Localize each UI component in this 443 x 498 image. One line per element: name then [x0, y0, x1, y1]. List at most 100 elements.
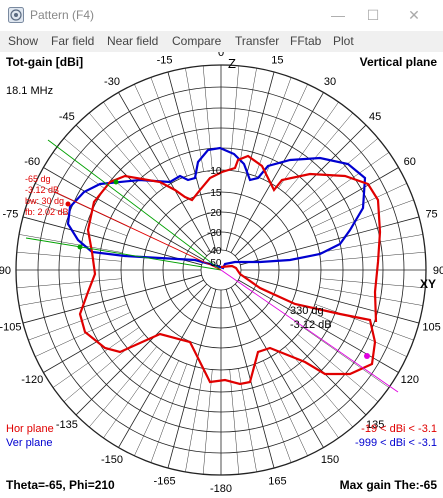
ring-label: -10	[207, 166, 222, 177]
marker-dot	[364, 353, 370, 359]
angle-label: -165	[154, 476, 176, 488]
menu-compare[interactable]: Compare	[172, 34, 222, 48]
maximize-button[interactable]: ☐	[360, 5, 386, 25]
marker-gain-text: -3.12 dB	[290, 319, 332, 331]
angle-label: 120	[401, 374, 419, 386]
angle-label: -30	[104, 76, 120, 88]
grid-spoke	[185, 68, 204, 172]
menu-fftab[interactable]: FFtab	[290, 34, 322, 48]
grid-spoke	[28, 303, 128, 341]
ver-plane-trace	[66, 146, 367, 270]
grid-spoke	[302, 152, 390, 213]
grid-spoke	[103, 101, 164, 189]
beam-angle-text: -65 dg	[25, 174, 51, 184]
polar-grid	[15, 64, 427, 476]
grid-spoke	[254, 363, 292, 463]
ring-label: -40	[207, 246, 222, 257]
grid-spoke	[19, 234, 123, 253]
grid-spoke	[238, 279, 399, 373]
ring-label: -30	[207, 228, 222, 239]
grid-spoke	[22, 216, 202, 266]
grid-spoke	[234, 124, 367, 257]
grid-spoke	[238, 68, 257, 172]
grid-spoke	[319, 234, 423, 253]
legend-hor-plane: Hor plane	[6, 423, 54, 435]
app-icon	[8, 7, 24, 23]
beam-edge-line-upper	[47, 139, 222, 271]
window-title: Pattern (F4)	[30, 8, 95, 22]
grid-spoke	[238, 167, 399, 261]
angle-label: 45	[369, 111, 381, 123]
legend-ver-plane: Ver plane	[6, 437, 52, 449]
grid-spoke	[28, 199, 128, 237]
grid-spoke	[75, 124, 208, 257]
grid-spoke	[22, 274, 202, 324]
grid-spoke	[167, 289, 217, 469]
grid-spoke	[238, 368, 257, 472]
grid-spoke	[103, 351, 164, 439]
ring-label: -15	[207, 188, 222, 199]
grid-spoke	[16, 278, 122, 289]
minimize-button[interactable]: —	[325, 5, 351, 25]
max-gain-label: Max gain The:-65	[340, 478, 438, 492]
maximize-icon: ☐	[366, 7, 380, 23]
grid-spoke	[167, 71, 217, 251]
close-button[interactable]: ✕	[401, 5, 427, 25]
grid-spoke	[319, 287, 423, 306]
grid-spoke	[314, 303, 414, 341]
angle-label: -135	[56, 419, 78, 431]
grid-spoke	[43, 167, 204, 261]
grid-spoke	[234, 283, 367, 416]
max-gain-line	[54, 191, 222, 271]
grid-spoke	[302, 327, 390, 388]
angle-label: -120	[21, 374, 43, 386]
angle-label: 150	[321, 454, 339, 466]
grid-spoke	[230, 287, 324, 448]
plane-label: Vertical plane	[360, 55, 438, 69]
menu-near-field[interactable]: Near field	[107, 34, 159, 48]
grid-spoke	[225, 71, 275, 251]
xy-axis-label: XY	[420, 277, 436, 291]
grid-spoke	[150, 363, 188, 463]
grid-spoke	[229, 369, 240, 475]
menu-bar: Show Far field Near field Compare Transf…	[0, 31, 443, 52]
menu-far-field[interactable]: Far field	[51, 34, 95, 48]
gain-unit-label: Tot-gain [dBi]	[6, 55, 83, 69]
grid-spoke	[118, 92, 212, 253]
z-axis-label: Z	[228, 56, 236, 71]
grid-spoke	[89, 346, 157, 428]
grid-spoke	[311, 183, 407, 228]
frequency-label: 18.1 MHz	[6, 85, 53, 97]
grid-spoke	[134, 84, 179, 180]
beam-edge-line-lower	[25, 237, 222, 271]
grid-spoke	[75, 283, 208, 416]
grid-spoke	[134, 360, 179, 456]
grid-spoke	[263, 360, 308, 456]
cursor-position-label: Theta=-65, Phi=210	[6, 478, 115, 492]
grid-spoke	[278, 351, 339, 439]
hor-plane-trace	[78, 154, 382, 386]
angle-label: -45	[59, 111, 75, 123]
angle-label: 30	[324, 76, 336, 88]
grid-spoke	[43, 279, 204, 373]
pattern-plot[interactable]: 0 -15 -30 -45 -60 -75 -90 -105 -120 -135 -150 -165 -…	[0, 47, 443, 495]
ver-range-label: -999 < dBi < -3.1	[355, 437, 437, 449]
beamwidth-text: bw: 30 dg	[25, 196, 64, 206]
marker-line	[220, 269, 399, 393]
angle-label: 90	[433, 265, 443, 277]
grid-spoke	[314, 199, 414, 237]
angle-label: -15	[157, 54, 173, 66]
menu-show[interactable]: Show	[8, 34, 39, 48]
grid-spoke	[240, 274, 420, 324]
menu-transfer[interactable]: Transfer	[235, 34, 280, 48]
grid-spoke	[202, 65, 213, 171]
grid-spoke	[285, 112, 353, 194]
grid-spoke	[311, 312, 407, 357]
angle-label: -150	[101, 454, 123, 466]
menu-plot[interactable]: Plot	[333, 34, 354, 48]
grid-spoke	[19, 287, 123, 306]
grid-spoke	[63, 138, 145, 206]
beam-overlays	[25, 139, 399, 393]
grid-spoke	[63, 334, 145, 402]
front-back-text: fb: 2.02 dB	[25, 207, 69, 217]
